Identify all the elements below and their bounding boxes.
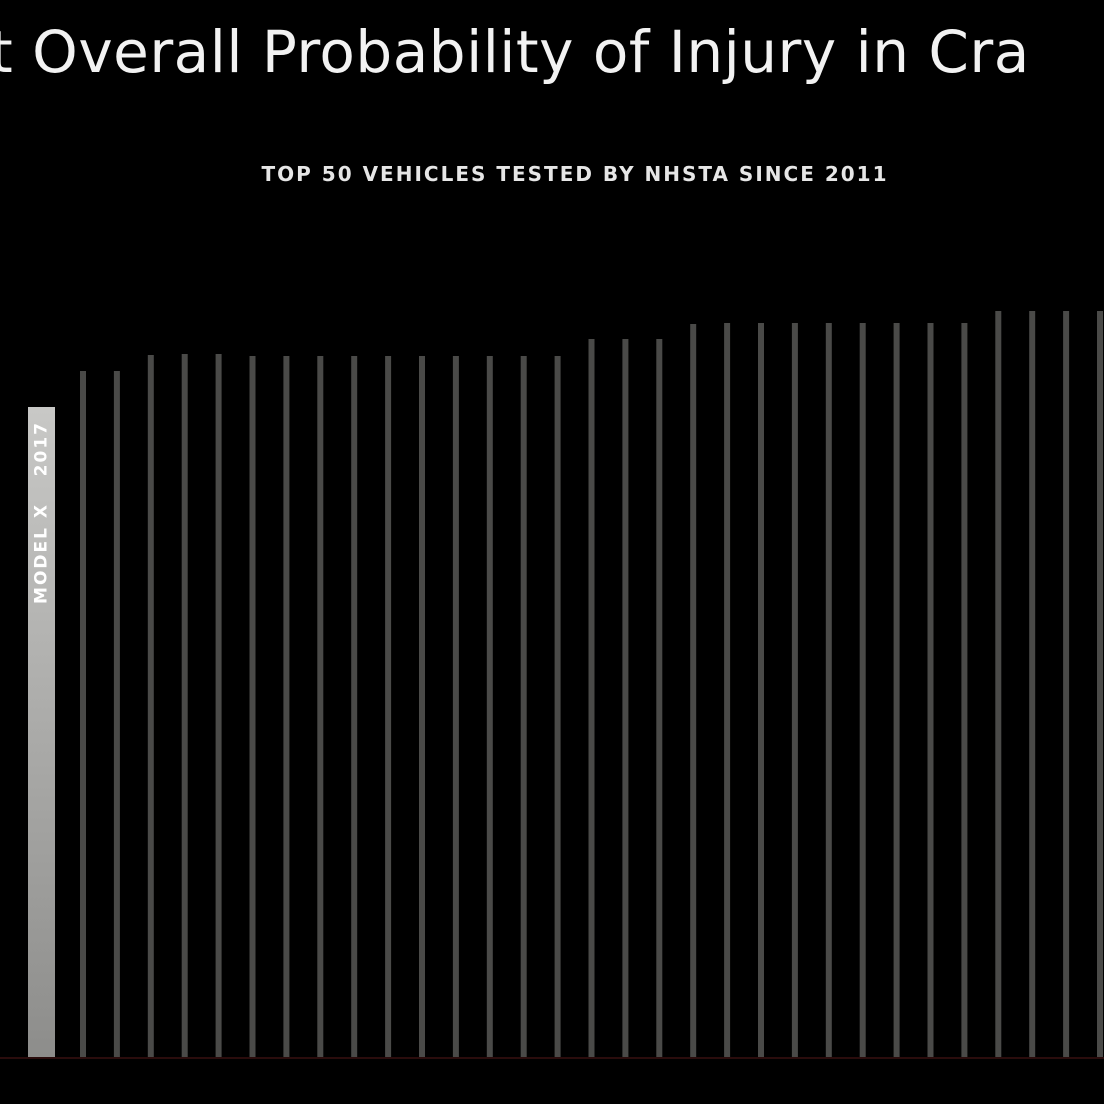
bar [181,354,188,1057]
bar [690,324,697,1057]
bar [520,356,527,1057]
bar [893,323,900,1057]
bar-highlight-model-x [28,407,55,1057]
bar [588,339,595,1057]
bar [758,323,764,1057]
bar [995,311,1002,1057]
bar [147,355,154,1057]
bar [215,354,222,1057]
bar [859,323,866,1057]
highlight-year-label: 2017 [32,421,52,476]
bar [961,323,968,1057]
bar [1097,311,1103,1057]
bar [419,356,425,1057]
bar [80,371,86,1057]
bar [317,356,324,1057]
bar [724,323,731,1057]
bar [385,356,392,1057]
bar [283,356,290,1057]
bar [1063,311,1070,1057]
bar [113,371,120,1057]
bar [656,339,663,1057]
chart-title: t Overall Probability of Injury in Cra [0,18,1030,86]
bar [249,356,256,1057]
bar [452,356,459,1057]
bar [351,356,358,1057]
bar [927,323,934,1057]
bar [791,323,798,1057]
chart-bars: 2017 MODEL X [0,311,1104,1059]
chart-subtitle: TOP 50 VEHICLES TESTED BY NHSTA SINCE 20… [261,162,889,186]
bar [486,356,493,1057]
highlight-model-label: MODEL X [32,503,52,604]
bar [825,323,832,1057]
bar [1029,311,1036,1057]
bar [554,356,561,1057]
bar [622,339,629,1057]
